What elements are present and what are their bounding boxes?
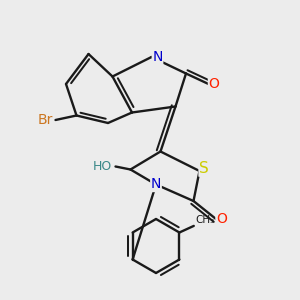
- Text: Br: Br: [37, 113, 53, 127]
- Text: N: N: [151, 178, 161, 191]
- Text: N: N: [152, 50, 163, 64]
- Text: CH₃: CH₃: [195, 215, 214, 225]
- Text: S: S: [199, 161, 209, 176]
- Text: O: O: [208, 77, 219, 91]
- Text: O: O: [216, 212, 227, 226]
- Text: HO: HO: [93, 160, 112, 173]
